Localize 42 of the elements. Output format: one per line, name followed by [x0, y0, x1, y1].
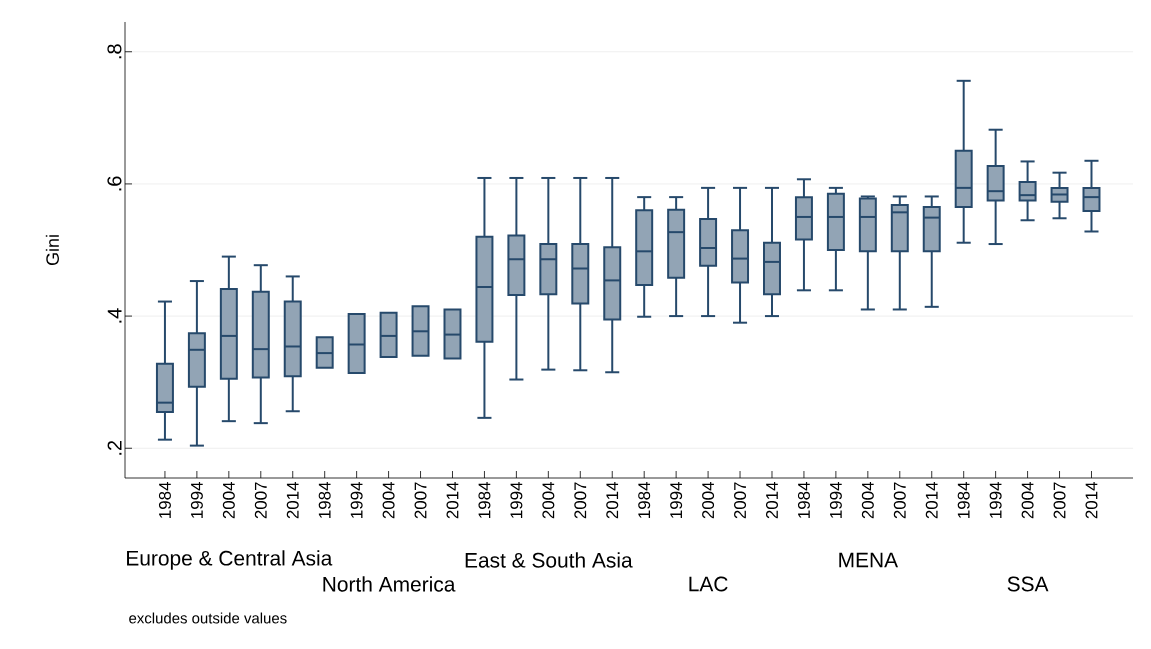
x-tick-label: 2004: [1021, 482, 1034, 519]
text: SSA: [1007, 576, 1049, 592]
x-tick-label: 2004: [222, 482, 235, 519]
y-axis-title: Gini: [45, 235, 59, 266]
text: LAC: [689, 576, 728, 592]
x-tick-label: 2007: [414, 482, 427, 519]
x-tick-label: 1994: [510, 482, 523, 518]
x-tick-label: 1994: [829, 482, 842, 518]
text: Europe & Central Asia: [127, 550, 333, 570]
text: excludes outside values: [129, 612, 287, 624]
x-tick-label: 2007: [254, 482, 267, 519]
text: East & South Asia: [465, 552, 633, 568]
x-tick-label: 1984: [478, 482, 491, 518]
x-tick-label: 1984: [638, 482, 651, 518]
y-tick-label: .8: [107, 44, 122, 59]
x-tick-label: 2014: [446, 482, 459, 519]
x-tick-label: 1994: [989, 482, 1002, 518]
x-tick-label: 2004: [702, 482, 715, 519]
x-tick-label: 2004: [861, 482, 874, 519]
y-tick-label: .6: [107, 176, 122, 191]
x-tick-label: 1984: [797, 482, 810, 518]
x-tick-label: 2014: [925, 482, 938, 519]
x-tick-label: 1984: [318, 482, 331, 518]
x-tick-label: 2007: [893, 482, 906, 519]
x-tick-label: 2007: [1053, 482, 1066, 519]
x-tick-label: 2014: [606, 482, 619, 519]
x-tick-label: 2004: [542, 482, 555, 519]
x-tick-label: 2004: [382, 482, 395, 519]
x-tick-label: 1984: [957, 482, 970, 518]
x-tick-label: 2014: [1085, 482, 1098, 519]
x-tick-label: 2014: [765, 482, 778, 519]
x-tick-label: 1994: [670, 482, 683, 518]
x-tick-label: 1994: [350, 482, 363, 518]
x-tick-label: 1994: [190, 482, 203, 518]
x-tick-label: 2007: [574, 482, 587, 519]
x-tick-label: 2007: [734, 482, 747, 519]
y-tick-label: .2: [107, 440, 122, 455]
y-tick-label: .4: [107, 308, 122, 323]
text: North America: [323, 576, 456, 592]
x-tick-label: 1984: [158, 482, 171, 518]
x-tick-label: 2014: [286, 482, 299, 519]
text: MENA: [839, 552, 899, 568]
